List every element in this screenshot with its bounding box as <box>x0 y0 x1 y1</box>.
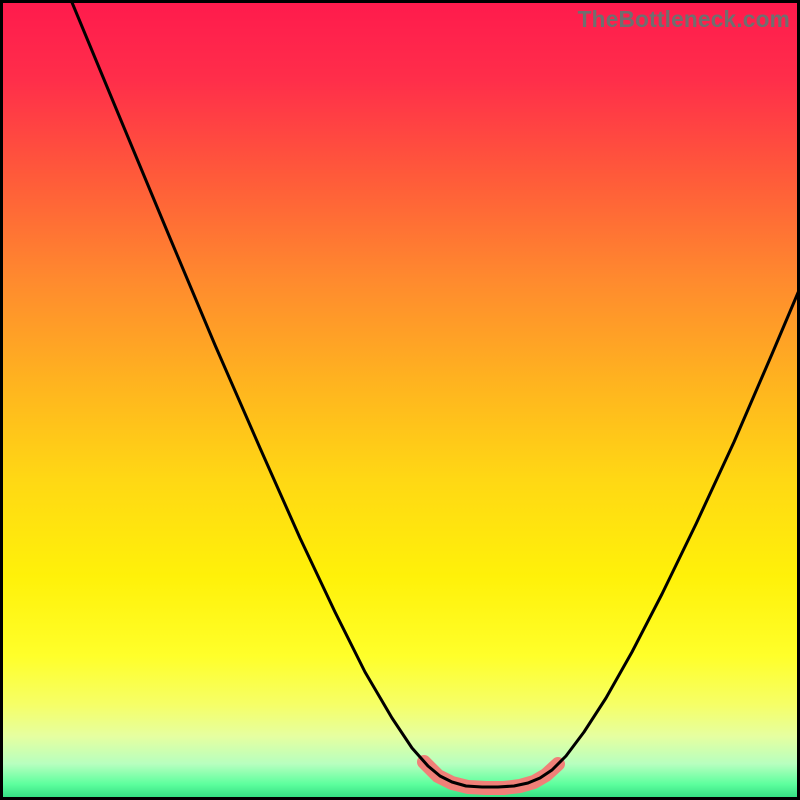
bottleneck-curve <box>71 0 800 787</box>
trough-highlight <box>424 762 558 788</box>
watermark-text: TheBottleneck.com <box>578 6 790 33</box>
curve-layer <box>0 0 800 800</box>
chart-stage: TheBottleneck.com <box>0 0 800 800</box>
